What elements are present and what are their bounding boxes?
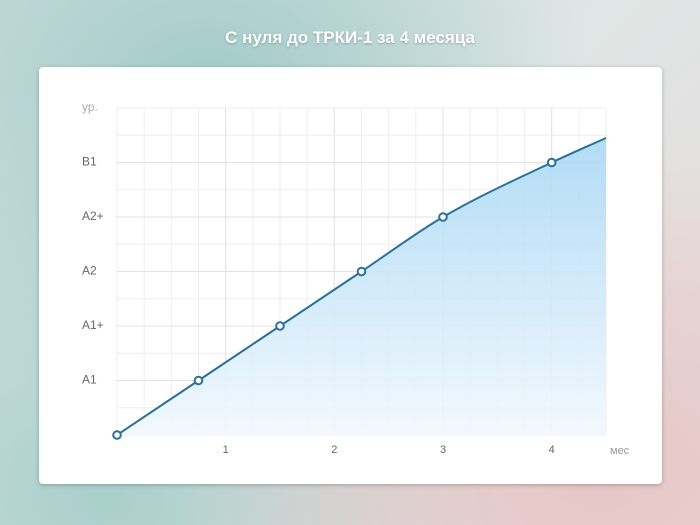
y-tick-label: B1 [82, 155, 97, 169]
area [117, 137, 606, 435]
point [438, 212, 448, 222]
y-axis-label: ур. [82, 100, 98, 114]
point [546, 157, 557, 168]
x-tick-label: 2 [331, 444, 337, 456]
y-tick-label: A2 [82, 264, 97, 278]
y-tick-label: A2+ [82, 209, 104, 223]
chart-title: С нуля до ТРКИ-1 за 4 месяца [225, 28, 475, 47]
point [193, 375, 204, 386]
y-tick-label: A1+ [82, 318, 104, 332]
point [356, 266, 367, 277]
x-axis-label: мес [610, 445, 630, 457]
y-tick-label: A1 [82, 373, 97, 387]
point [275, 321, 285, 331]
x-tick-label: 4 [549, 444, 555, 456]
x-tick-label: 1 [223, 444, 229, 456]
point [112, 430, 122, 440]
x-tick-label: 3 [440, 444, 446, 456]
